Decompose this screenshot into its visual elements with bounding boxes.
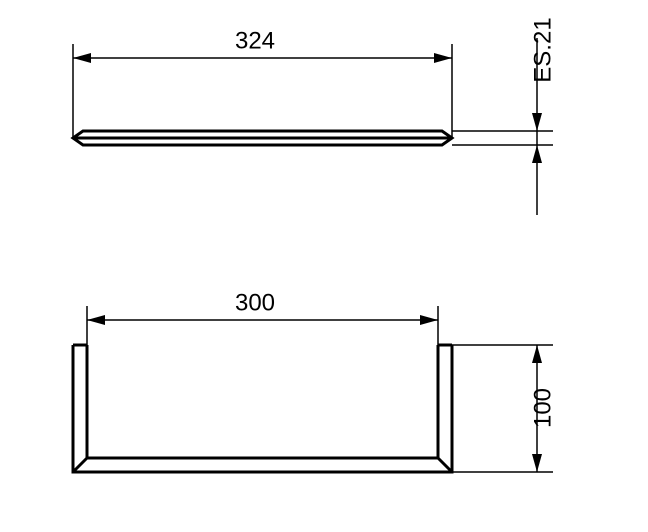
dim-bottom-height: 100 xyxy=(529,388,556,428)
dim-top-width: 324 xyxy=(235,27,275,54)
top-view xyxy=(73,131,452,145)
dim-top-thickness: ES.21 xyxy=(529,17,556,82)
dim-bottom-inner-width: 300 xyxy=(235,289,275,316)
bottom-view xyxy=(73,345,452,472)
